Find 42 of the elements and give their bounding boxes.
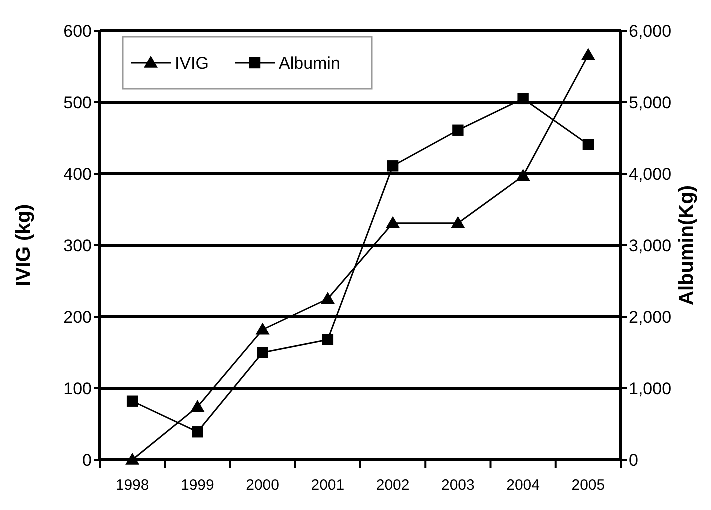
y-tick-label: 300: [64, 236, 92, 256]
y2-tick-label: 2,000: [629, 308, 672, 327]
point: [256, 322, 270, 335]
point: [192, 426, 204, 438]
x-tick-label: 2001: [311, 477, 345, 494]
point: [516, 169, 530, 182]
point: [126, 453, 140, 465]
legend-label: Albumin: [279, 54, 340, 73]
x-tick-label: 1998: [116, 477, 150, 494]
y-tick-label: 0: [82, 450, 92, 470]
y2-tick-label: 0: [629, 450, 638, 470]
point: [581, 48, 596, 60]
point: [582, 139, 594, 150]
y-axis-title: IVIG (kg): [13, 204, 35, 287]
point: [320, 292, 335, 304]
y2-axis-title: Albumin(Kg): [676, 186, 698, 306]
y-tick-label: 100: [64, 379, 92, 398]
x-tick-label: 2002: [376, 477, 410, 494]
point: [452, 124, 464, 136]
point: [190, 400, 205, 412]
y2-tick-label: 4,000: [629, 164, 672, 184]
point: [451, 216, 466, 228]
y-tick-label: 500: [64, 93, 92, 112]
y2-tick-label: 1,000: [629, 379, 672, 398]
x-tick-label: 2003: [442, 477, 475, 494]
point: [322, 334, 334, 346]
y2-tick-label: 3,000: [629, 236, 672, 256]
x-tick-label: 2000: [246, 477, 280, 494]
x-tick-label: 2004: [506, 477, 540, 494]
point: [518, 93, 529, 105]
y-tick-label: 600: [64, 22, 92, 41]
legend-label: IVIG: [175, 54, 210, 73]
point: [126, 396, 138, 407]
y2-tick-label: 5,000: [629, 93, 672, 112]
point: [386, 216, 400, 228]
x-tick-label: 2005: [572, 477, 606, 494]
y-tick-label: 400: [64, 164, 92, 184]
x-tick-label: 1999: [181, 477, 214, 494]
point: [257, 347, 268, 358]
y-tick-label: 200: [64, 308, 92, 327]
point: [387, 160, 399, 172]
y2-tick-label: 6,000: [629, 22, 672, 41]
